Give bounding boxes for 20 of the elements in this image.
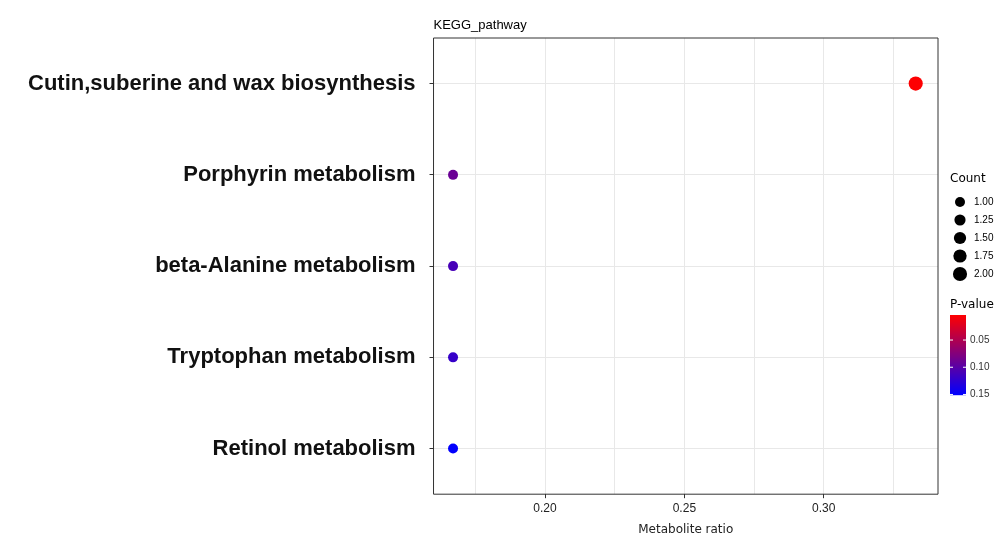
color-bar-title: P-value: [950, 297, 994, 312]
y-tick-label: Cutin,suberine and wax biosynthesis: [27, 69, 416, 95]
x-tick-label: 0.20: [533, 500, 558, 515]
y-tick-label: Porphyrin metabolism: [183, 160, 416, 186]
legend-label: 2.00: [974, 267, 994, 279]
y-tick-label: Retinol metabolism: [212, 434, 416, 460]
legend-label: 1.25: [974, 213, 994, 225]
color-bar-label: 0.15: [970, 388, 990, 400]
chart-title: KEGG_pathway: [433, 17, 528, 33]
x-tick-label: 0.25: [672, 500, 697, 515]
y-tick-label: Tryptophan metabolism: [167, 343, 416, 369]
legend-label: 1.00: [974, 195, 994, 207]
y-tick-label: beta-Alanine metabolism: [155, 252, 416, 278]
legend-label: 1.50: [974, 231, 994, 243]
x-tick-label: 0.30: [812, 500, 836, 515]
color-bar-label: 0.05: [970, 333, 990, 345]
legend-title: Count: [950, 171, 986, 186]
x-axis-title: Metabolite ratio: [638, 521, 734, 536]
legend-label: 1.75: [974, 249, 994, 261]
color-bar-label: 0.10: [970, 360, 990, 372]
